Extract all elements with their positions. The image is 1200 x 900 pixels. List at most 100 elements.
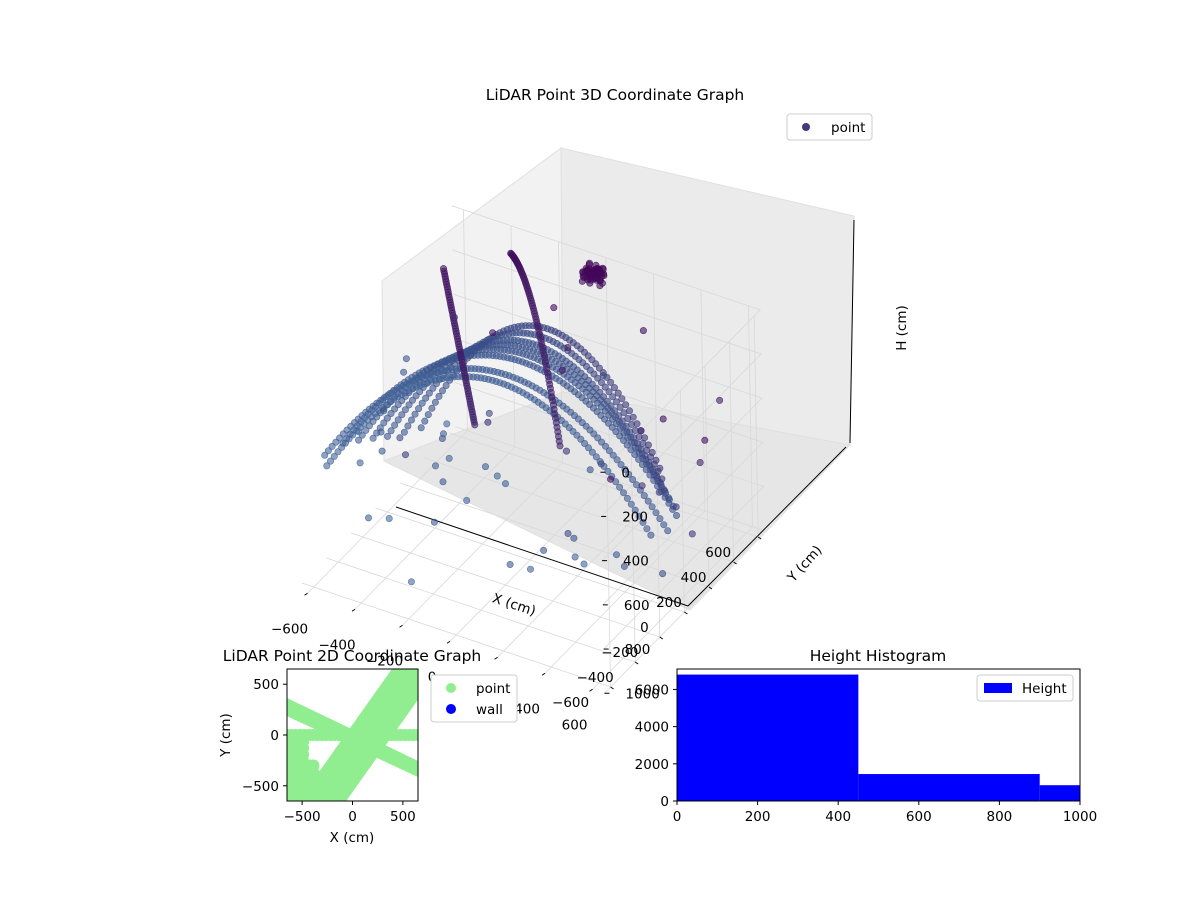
legend-2d-label-wall: wall [476, 702, 503, 718]
legend-histogram: Height [976, 674, 1074, 702]
legend-2d: point wall [430, 674, 518, 723]
point-marker [601, 442, 609, 450]
point-marker [599, 372, 607, 380]
point-marker [601, 383, 609, 391]
point-marker [664, 527, 672, 535]
point-marker [445, 454, 453, 462]
y-tick-label: 200 [656, 595, 682, 611]
point-marker [387, 409, 395, 417]
y-2d-tick-label: −500 [242, 779, 279, 795]
legend-histogram-swatch [984, 683, 1012, 693]
point-marker [493, 472, 501, 480]
point-marker [599, 393, 607, 401]
chart-3d: LiDAR Point 3D Coordinate Graph −600 −400… [271, 86, 910, 733]
point-marker [613, 456, 621, 464]
point-marker [629, 413, 637, 421]
point-marker [556, 442, 564, 450]
point-marker [562, 447, 570, 455]
point-marker [586, 279, 594, 287]
point-marker [696, 458, 704, 466]
point-marker [655, 488, 663, 496]
point-2d-marker [307, 787, 320, 800]
point-marker [431, 398, 439, 406]
point-marker [584, 444, 592, 452]
x-tick-mark [351, 608, 356, 612]
point-marker [431, 462, 439, 470]
point-marker [463, 496, 471, 504]
point-marker [612, 398, 620, 406]
point-marker [564, 343, 572, 351]
point-2d-marker [412, 669, 418, 672]
x-tick-label: −200 [366, 653, 403, 669]
point-marker [407, 416, 415, 424]
point-marker [648, 448, 656, 456]
y-tick-mark [610, 686, 614, 690]
point-marker [615, 412, 623, 420]
y-2d-tick-label: 0 [270, 728, 279, 744]
point-marker [647, 531, 655, 539]
point-marker [394, 416, 402, 424]
point-marker [580, 560, 588, 568]
point-marker [639, 327, 647, 335]
point-marker [621, 465, 629, 473]
point-marker [401, 451, 409, 459]
y-axis-label: Y (cm) [784, 542, 826, 586]
z-tick-label: 0 [621, 465, 630, 481]
point-marker [597, 378, 605, 386]
point-marker [439, 478, 447, 486]
x-axis-label: X (cm) [490, 590, 537, 619]
histogram-title: Height Histogram [810, 647, 947, 665]
point-marker [481, 463, 489, 471]
point-marker [405, 401, 413, 409]
z-tick-label: 200 [622, 509, 648, 525]
point-marker [438, 387, 446, 395]
point-marker [570, 534, 578, 542]
point-marker [631, 506, 639, 514]
point-marker [540, 546, 548, 554]
x-axis-2d-label: X (cm) [330, 830, 375, 846]
point-marker [422, 394, 430, 402]
legend-3d: point [786, 113, 873, 141]
point-marker [429, 384, 437, 392]
point-marker [550, 304, 558, 312]
point-marker [627, 500, 635, 508]
point-marker [378, 447, 386, 455]
point-marker [415, 405, 423, 413]
point-marker [425, 389, 433, 397]
y-tick-mark [757, 536, 762, 540]
point-marker [377, 428, 385, 436]
x-tick-mark [541, 672, 546, 676]
point-marker [408, 396, 416, 404]
point-marker [597, 460, 605, 468]
point-marker [489, 329, 497, 337]
x-tick-label: 600 [562, 717, 588, 733]
hist-x-tick-label: 400 [825, 809, 851, 825]
point-marker [424, 411, 432, 419]
point-marker [400, 428, 408, 436]
point-marker [411, 410, 419, 418]
point-marker [660, 521, 668, 529]
point-marker [659, 415, 667, 423]
point-marker [640, 492, 648, 500]
x-2d-tick-label: 0 [348, 809, 357, 825]
legend-3d-frame [786, 113, 873, 141]
point-marker [672, 503, 680, 511]
point-marker [421, 417, 429, 425]
points-2d [287, 669, 418, 801]
point-marker [638, 482, 646, 490]
point-marker [701, 436, 709, 444]
chart-2d: LiDAR Point 2D Coordinate Graph −500 0 500… [218, 647, 518, 846]
point-marker [471, 421, 479, 429]
point-marker [355, 428, 363, 436]
legend-3d-label: point [831, 120, 865, 136]
point-marker [598, 279, 606, 287]
point-marker [616, 483, 624, 491]
histogram-bar [677, 674, 859, 801]
point-marker [614, 389, 622, 397]
point-marker [485, 409, 493, 417]
point-marker [620, 562, 628, 570]
x-axis-line [395, 506, 689, 607]
point-marker [558, 366, 566, 374]
point-marker [605, 447, 613, 455]
point-marker [571, 553, 579, 561]
